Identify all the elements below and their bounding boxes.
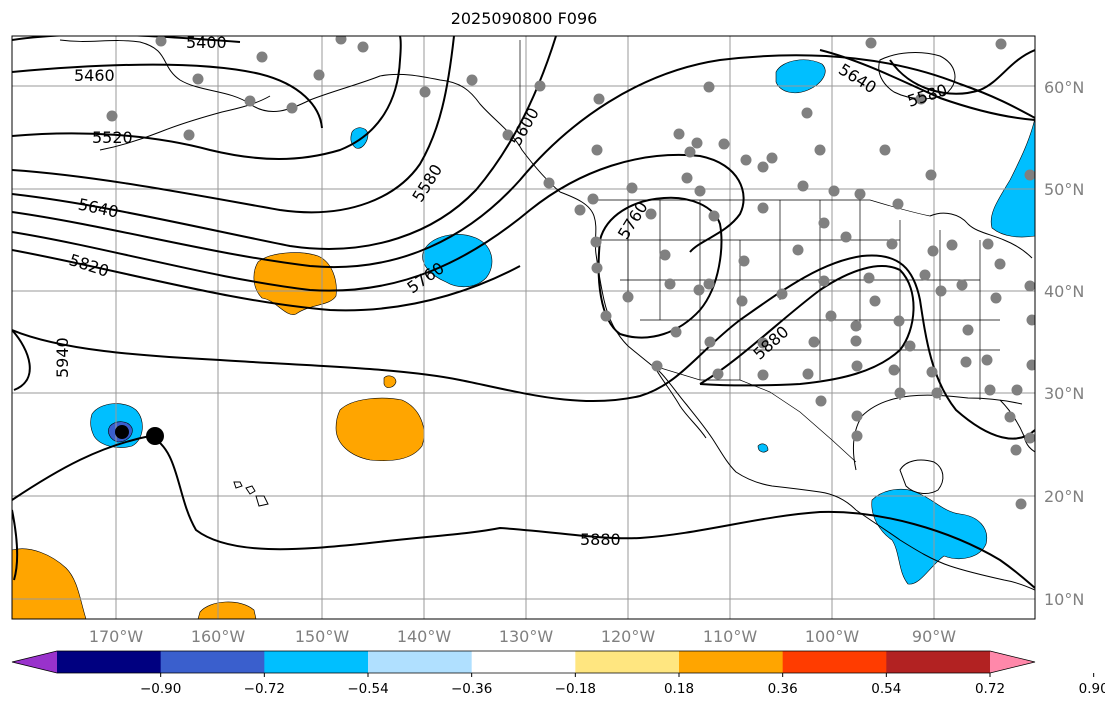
aleutians	[99, 95, 271, 151]
colorbar-tick-label: 0.72	[975, 681, 1005, 697]
hawaii-1	[233, 481, 243, 489]
stations	[106, 36, 1035, 510]
contour-5400	[12, 36, 241, 43]
positive-anomaly-central-pacific	[335, 397, 425, 461]
contour-5880-south	[12, 434, 1035, 589]
colorbar-extend-high	[990, 651, 1035, 673]
latitude-label: 30°N	[1044, 384, 1084, 403]
cyclone-track	[115, 425, 164, 445]
colorbar-tick-label: 0.90	[1079, 681, 1105, 697]
latitude-label: 50°N	[1044, 180, 1084, 199]
colorbar-tick-label: 0.54	[871, 681, 901, 697]
longitude-label: 130°W	[499, 627, 554, 646]
contour-5580	[12, 36, 455, 214]
great-lakes	[929, 212, 1033, 259]
negative-anomaly-canada	[775, 59, 826, 94]
contour-5940	[12, 329, 31, 391]
colorbar-tick-label: −0.54	[347, 681, 388, 697]
contour-5700	[12, 54, 1035, 268]
colorbar-segment	[57, 651, 162, 673]
colorbar-segment	[782, 651, 887, 673]
latitude-axis: 60°N 50°N 40°N 30°N 20°N 10°N	[1044, 78, 1084, 609]
colorbar-segment	[886, 651, 991, 673]
contour-label: 5880	[580, 530, 621, 549]
contour-label: 5940	[53, 337, 72, 378]
positive-anomaly-southwest	[12, 548, 87, 619]
contour-5820	[12, 249, 521, 312]
contour-5880-north	[12, 254, 1035, 440]
yucatan	[899, 459, 944, 494]
longitude-label: 160°W	[191, 627, 246, 646]
west-coast	[559, 191, 857, 511]
longitude-label: 120°W	[601, 627, 656, 646]
negative-anomaly-offshore	[422, 234, 493, 288]
contour-5580-east	[889, 49, 1035, 95]
colorbar: −0.90 −0.72 −0.54 −0.36 −0.18 0.18 0.36 0.54 0.7…	[11, 650, 1105, 697]
latitude-label: 60°N	[1044, 78, 1084, 97]
colorbar-tick-label: −0.36	[451, 681, 492, 697]
cyclone-position-1	[115, 425, 129, 439]
colorbar-tick-label: −0.72	[244, 681, 285, 697]
longitude-label: 170°W	[89, 627, 144, 646]
latitude-label: 20°N	[1044, 487, 1084, 506]
hawaii-3	[255, 495, 269, 507]
hudson-bay	[878, 52, 956, 100]
negative-anomaly-east	[990, 117, 1035, 238]
height-contours	[12, 36, 1035, 589]
longitude-label: 90°W	[912, 627, 956, 646]
contour-west-edge	[12, 509, 19, 581]
state-lines	[600, 200, 1000, 400]
colorbar-segment	[471, 651, 576, 673]
contour-5460	[12, 63, 323, 129]
latitude-label: 10°N	[1044, 590, 1084, 609]
colorbar-segment	[368, 651, 473, 673]
map-title: 2025090800 F096	[450, 9, 598, 28]
longitude-label: 140°W	[397, 627, 452, 646]
mexico-pacific-coast	[855, 509, 1035, 591]
contour-5640	[12, 36, 557, 250]
map-background	[12, 36, 1035, 619]
longitude-axis: 170°W 160°W 150°W 140°W 130°W 120°W 110°…	[89, 627, 956, 646]
colorbar-tick-label: −0.18	[555, 681, 596, 697]
longitude-label: 110°W	[703, 627, 758, 646]
contour-5880-inner	[699, 265, 915, 387]
positive-anomaly-south	[197, 601, 257, 619]
contour-label: 5520	[92, 128, 133, 147]
colorbar-outline	[11, 650, 1036, 674]
contour-5760	[12, 154, 745, 292]
contour-label: 5460	[74, 66, 115, 85]
hawaii-2	[245, 485, 256, 495]
longitude-label: 150°W	[295, 627, 350, 646]
contour-5760-inner	[597, 196, 723, 339]
anomaly-shading	[12, 59, 1035, 619]
contour-5520	[12, 36, 402, 160]
colorbar-segment	[575, 651, 680, 673]
alaska-coast	[59, 39, 561, 193]
baja-california	[653, 365, 707, 439]
small-negative-anomaly	[757, 443, 769, 453]
colorbar-tick-label: −0.90	[140, 681, 181, 697]
longitude-label: 100°W	[805, 627, 860, 646]
colorbar-tick-label: 0.18	[664, 681, 694, 697]
contour-5640-east	[819, 49, 1035, 121]
colorbar-tick-label: 0.36	[768, 681, 798, 697]
colorbar-segment	[160, 651, 265, 673]
map-frame	[11, 35, 1036, 620]
colorbar-segment	[264, 651, 369, 673]
colorbar-segment	[679, 651, 784, 673]
cyclone-position-2	[146, 427, 164, 445]
positive-anomaly-small	[383, 375, 397, 388]
colorbar-extend-low	[12, 651, 57, 673]
contour-label: 5400	[186, 33, 227, 52]
latitude-label: 40°N	[1044, 282, 1084, 301]
